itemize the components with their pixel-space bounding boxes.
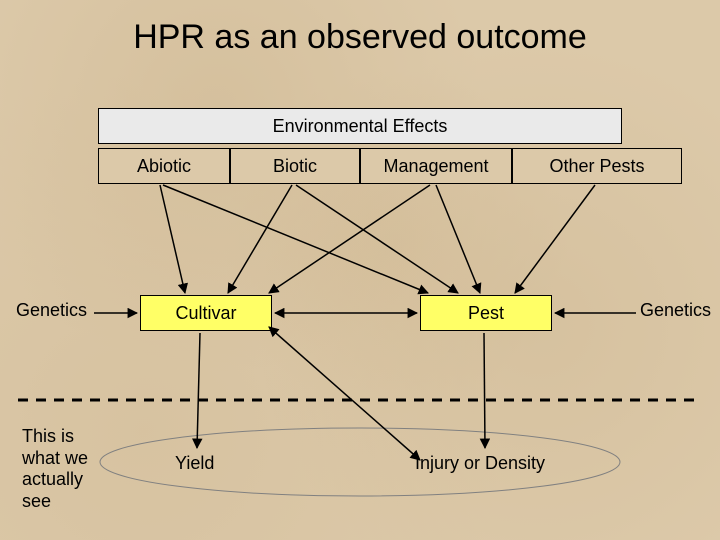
category-biotic: Biotic [230, 148, 360, 184]
arrow [515, 185, 595, 293]
arrow [163, 185, 428, 293]
note-line: This is [22, 426, 88, 448]
double-arrow [269, 327, 420, 460]
genetics-left-label: Genetics [16, 300, 87, 321]
category-abiotic: Abiotic [98, 148, 230, 184]
note-line: actually [22, 469, 88, 491]
genetics-right-label: Genetics [640, 300, 711, 321]
arrow [197, 333, 200, 448]
arrow [160, 185, 185, 293]
category-other-pests: Other Pests [512, 148, 682, 184]
pest-box: Pest [420, 295, 552, 331]
arrow [484, 333, 485, 448]
note-line: see [22, 491, 88, 513]
arrow [436, 185, 480, 293]
category-management: Management [360, 148, 512, 184]
injury-label: Injury or Density [415, 453, 545, 474]
arrow [228, 185, 292, 293]
observation-note: This iswhat weactuallysee [22, 426, 88, 512]
yield-label: Yield [175, 453, 214, 474]
note-line: what we [22, 448, 88, 470]
arrow [296, 185, 458, 293]
slide-title: HPR as an observed outcome [0, 18, 720, 57]
env-effects-header: Environmental Effects [98, 108, 622, 144]
arrow [269, 185, 430, 293]
arrows-overlay [0, 0, 720, 540]
cultivar-box: Cultivar [140, 295, 272, 331]
diagram-stage: HPR as an observed outcome Environmental… [0, 0, 720, 540]
